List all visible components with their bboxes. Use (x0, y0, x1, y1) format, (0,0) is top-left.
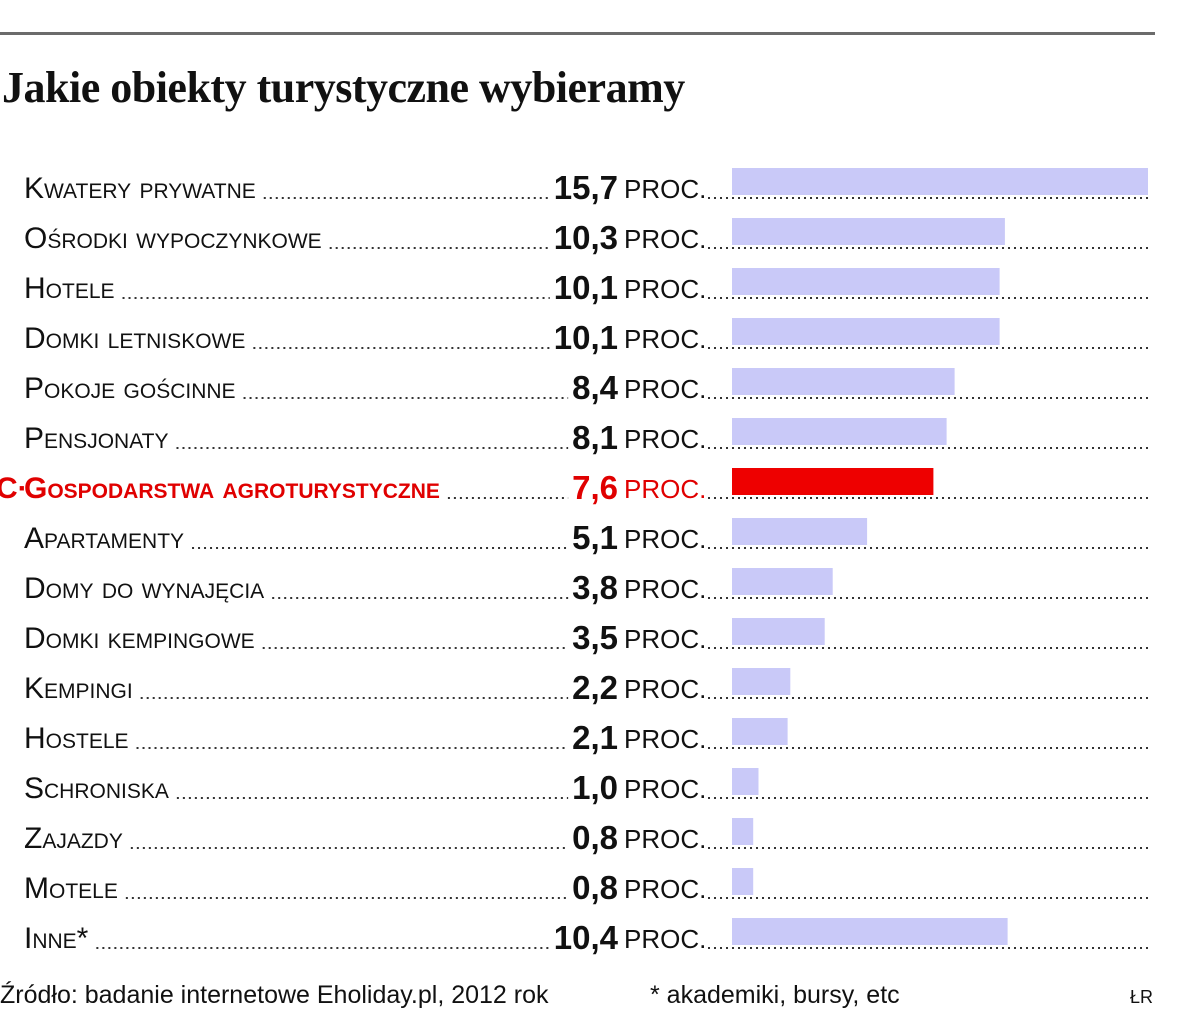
unit-label: PROC. (624, 274, 706, 304)
bar (732, 168, 1148, 195)
value-label: 1,0 (572, 769, 618, 806)
bar (732, 518, 868, 545)
unit-label: PROC. (624, 824, 706, 854)
bar (732, 318, 1000, 345)
bar (732, 218, 1005, 245)
bar (732, 718, 788, 745)
value-label: 3,8 (572, 569, 618, 606)
unit-label: PROC. (624, 474, 706, 504)
bar (732, 918, 1008, 945)
category-label: Apartamenty (24, 522, 184, 555)
category-label: Pokoje gościnne (24, 372, 236, 405)
unit-label: PROC. (624, 674, 706, 704)
unit-label: PROC. (624, 374, 706, 404)
chart-title: Jakie obiekty turystyczne wybieramy (2, 63, 685, 112)
category-label: Hostele (24, 722, 129, 755)
category-label: Inne* (24, 922, 89, 955)
bar (732, 868, 754, 895)
category-label: Domki letniskowe (24, 322, 245, 355)
value-label: 3,5 (572, 619, 618, 656)
author-credit: ŁR (1130, 987, 1154, 1007)
unit-label: PROC. (624, 524, 706, 554)
value-label: 10,1 (554, 269, 618, 306)
bar (732, 818, 754, 845)
category-label: Domki kempingowe (24, 622, 255, 655)
unit-label: PROC. (624, 774, 706, 804)
bar (732, 468, 934, 495)
unit-label: PROC. (624, 624, 706, 654)
bar (732, 668, 791, 695)
unit-label: PROC. (624, 874, 706, 904)
bar (732, 618, 825, 645)
bar (732, 268, 1000, 295)
highlight-marker: C· (0, 472, 28, 505)
value-label: 0,8 (572, 869, 618, 906)
bar (732, 368, 955, 395)
value-label: 15,7 (554, 169, 618, 206)
category-label: Hotele (24, 272, 115, 305)
value-label: 2,2 (572, 669, 618, 706)
unit-label: PROC. (624, 724, 706, 754)
bar (732, 768, 759, 795)
category-label: Zajazdy (24, 822, 123, 855)
bar (732, 418, 947, 445)
value-label: 2,1 (572, 719, 618, 756)
footnote: * akademiki, bursy, etc (650, 981, 900, 1009)
category-label: Schroniska (24, 772, 169, 805)
category-label: Domy do wynajęcia (24, 572, 264, 605)
source-note: Źródło: badanie internetowe Eholiday.pl,… (0, 981, 549, 1009)
bar (732, 568, 833, 595)
value-label: 10,4 (554, 919, 619, 956)
unit-label: PROC. (624, 224, 706, 254)
category-label: Ośrodki wypoczynkowe (24, 222, 322, 255)
unit-label: PROC. (624, 924, 706, 954)
category-label: Kempingi (24, 672, 133, 705)
value-label: 5,1 (572, 519, 618, 556)
category-label: Motele (24, 872, 118, 905)
value-label: 7,6 (572, 469, 618, 506)
value-label: 10,3 (554, 219, 618, 256)
value-label: 10,1 (554, 319, 618, 356)
unit-label: PROC. (624, 574, 706, 604)
top-rule (0, 32, 1155, 35)
category-label: Gospodarstwa agroturystyczne (24, 472, 440, 505)
category-label: Kwatery prywatne (24, 172, 256, 205)
category-label: Pensjonaty (24, 422, 168, 455)
unit-label: PROC. (624, 324, 706, 354)
value-label: 8,4 (572, 369, 619, 406)
unit-label: PROC. (624, 174, 706, 204)
unit-label: PROC. (624, 424, 706, 454)
value-label: 8,1 (572, 419, 618, 456)
value-label: 0,8 (572, 819, 618, 856)
